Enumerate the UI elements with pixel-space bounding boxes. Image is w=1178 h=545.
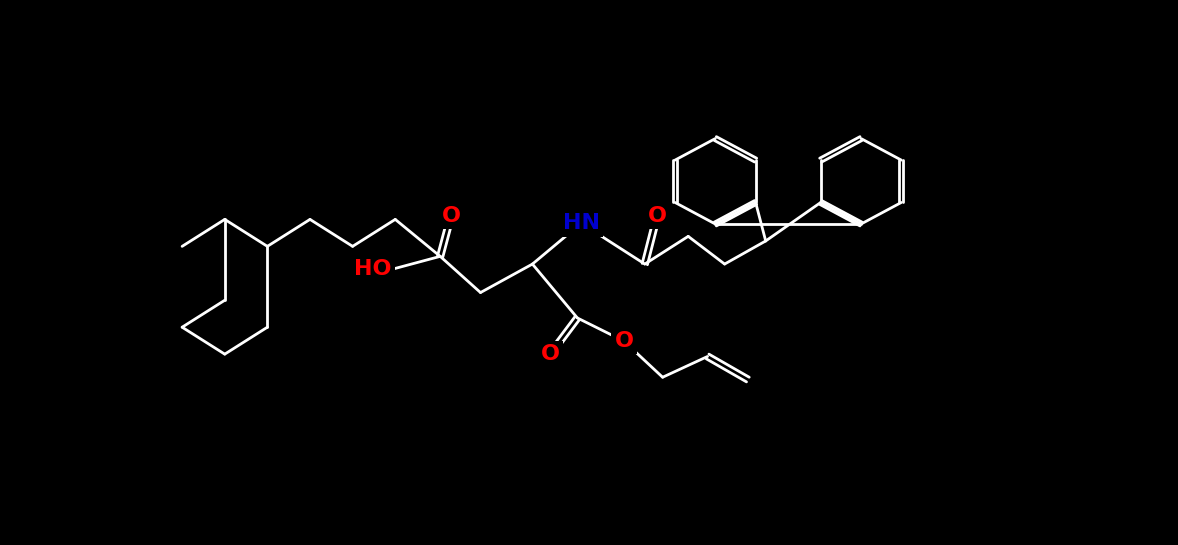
Text: O: O <box>541 344 560 364</box>
Text: O: O <box>648 205 667 226</box>
Text: HN: HN <box>563 213 600 233</box>
Text: O: O <box>615 331 634 351</box>
Text: HO: HO <box>353 259 391 280</box>
Text: O: O <box>442 205 461 226</box>
